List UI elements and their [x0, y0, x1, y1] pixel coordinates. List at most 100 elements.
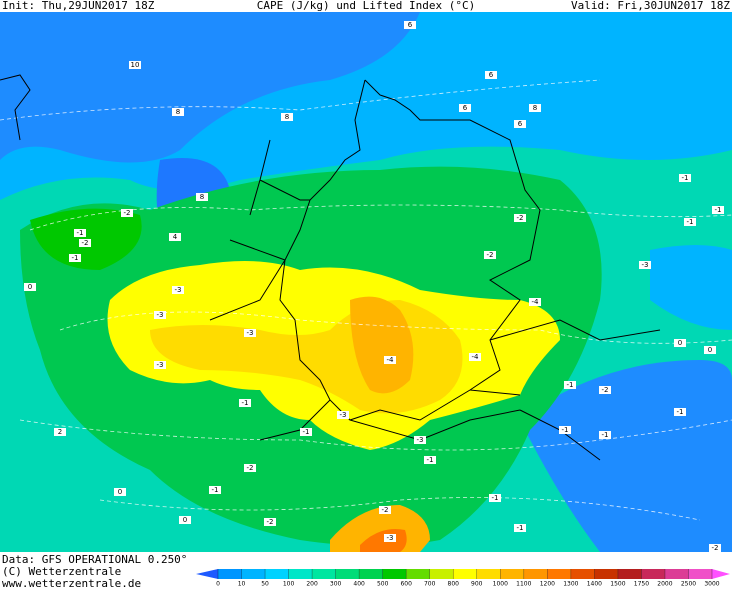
contour-label-box	[704, 346, 716, 354]
isoline	[0, 79, 601, 121]
contour-label-box	[712, 206, 724, 214]
contour-label: -2	[247, 464, 254, 472]
contour-label: -1	[677, 408, 684, 416]
colorbar-segment	[476, 569, 501, 579]
contour-label-box	[529, 104, 541, 112]
contour-label: -4	[532, 298, 540, 306]
contour-label-box	[384, 356, 396, 364]
colorbar-segment	[335, 569, 360, 579]
contour-label: 0	[28, 283, 32, 291]
colorbar-label: 300	[330, 581, 342, 588]
contour-label: -4	[472, 353, 480, 361]
contour-label: 8	[200, 193, 204, 201]
contour-label-box	[404, 21, 416, 29]
valid-time: Valid: Fri,30JUN2017 18Z	[571, 0, 730, 12]
contour-label-box	[79, 239, 91, 247]
contour-label: -2	[124, 209, 131, 217]
contour-label: -1	[687, 218, 694, 226]
contour-label: 0	[183, 516, 187, 524]
contour-label: 6	[408, 21, 413, 29]
init-time: Init: Thu,29JUN2017 18Z	[2, 0, 155, 12]
contour-label: -1	[567, 381, 574, 389]
contour-label-box	[244, 464, 256, 472]
map-title: CAPE (J/kg) und Lifted Index (°C)	[257, 0, 476, 12]
colorbar-label: 200	[306, 581, 318, 588]
contour-label: 10	[131, 61, 140, 69]
contour-label: -1	[72, 254, 79, 262]
colorbar-segment	[453, 569, 477, 579]
contour-label: -1	[242, 399, 249, 407]
contour-label-box	[239, 399, 251, 407]
colorbar-label: 10	[238, 581, 246, 588]
colorbar-label: 900	[471, 581, 483, 588]
colorbar-segment	[359, 569, 383, 579]
contour-label: -3	[247, 329, 254, 337]
contour-label: -3	[175, 286, 182, 294]
contour-label: -3	[417, 436, 424, 444]
contour-label: 0	[708, 346, 712, 354]
contour-label-box	[54, 428, 66, 436]
contour-label: -3	[340, 411, 347, 419]
contour-label-box	[485, 71, 497, 79]
contour-label-box	[74, 229, 86, 237]
colorbar-label: 2500	[681, 581, 696, 588]
contour-label: -2	[602, 386, 609, 394]
colorbar-label: 500	[377, 581, 389, 588]
contour-label-box	[514, 120, 526, 128]
contour-label: -1	[492, 494, 499, 502]
contour-label-box	[154, 311, 166, 319]
colorbar-segment	[547, 569, 571, 579]
isoline	[99, 497, 701, 521]
contour-label-box	[337, 411, 349, 419]
contour-label: 8	[176, 108, 180, 116]
colorbar-label: 600	[400, 581, 412, 588]
colorbar-label: 1000	[493, 581, 508, 588]
contour-label-box	[599, 431, 611, 439]
colorbar-segment	[312, 569, 336, 579]
contour-label: 8	[285, 113, 289, 121]
contour-label: 6	[463, 104, 468, 112]
field-orange	[350, 296, 414, 394]
contour-label: -1	[682, 174, 689, 182]
contour-label-box	[209, 486, 221, 494]
colorbar-segment	[265, 569, 289, 579]
coastline	[0, 74, 271, 216]
contour-label-box	[121, 209, 133, 217]
colorbar-segment	[218, 569, 242, 579]
contour-label-box	[514, 524, 526, 532]
colorbar-label: 50	[261, 581, 269, 588]
colorbar-label: 1200	[540, 581, 555, 588]
website: www.wetterzentrale.de	[2, 577, 141, 590]
contour-label: -2	[82, 239, 89, 247]
contour-label-box	[129, 61, 141, 69]
contour-label-box	[424, 456, 436, 464]
colorbar-segment	[570, 569, 595, 579]
contour-label-box	[559, 426, 571, 434]
colorbar-segment	[241, 569, 266, 579]
contour-label: 4	[173, 233, 178, 241]
contour-label: -3	[157, 361, 164, 369]
contour-label: -4	[387, 356, 395, 364]
contour-label: -3	[387, 534, 394, 542]
contour-label-box	[244, 329, 256, 337]
contour-label-box	[484, 251, 496, 259]
contour-label-box	[179, 516, 191, 524]
contour-label: -1	[517, 524, 524, 532]
contour-label-box	[709, 544, 721, 552]
colorbar-segment	[288, 569, 313, 579]
contour-label: -1	[562, 426, 569, 434]
contour-label-box	[564, 381, 576, 389]
colorbar-label: 700	[424, 581, 436, 588]
contour-label: 2	[58, 428, 62, 436]
colorbar-label: 1400	[587, 581, 602, 588]
colorbar-arrow	[196, 569, 218, 579]
colorbar-segment	[688, 569, 712, 579]
colorbar-label: 1500	[610, 581, 625, 588]
contour-label-box	[674, 339, 686, 347]
contour-label: -2	[382, 506, 389, 514]
colorbar-segment	[594, 569, 618, 579]
contour-label-box	[679, 174, 691, 182]
copyright: (C) Wetterzentrale	[2, 565, 121, 578]
